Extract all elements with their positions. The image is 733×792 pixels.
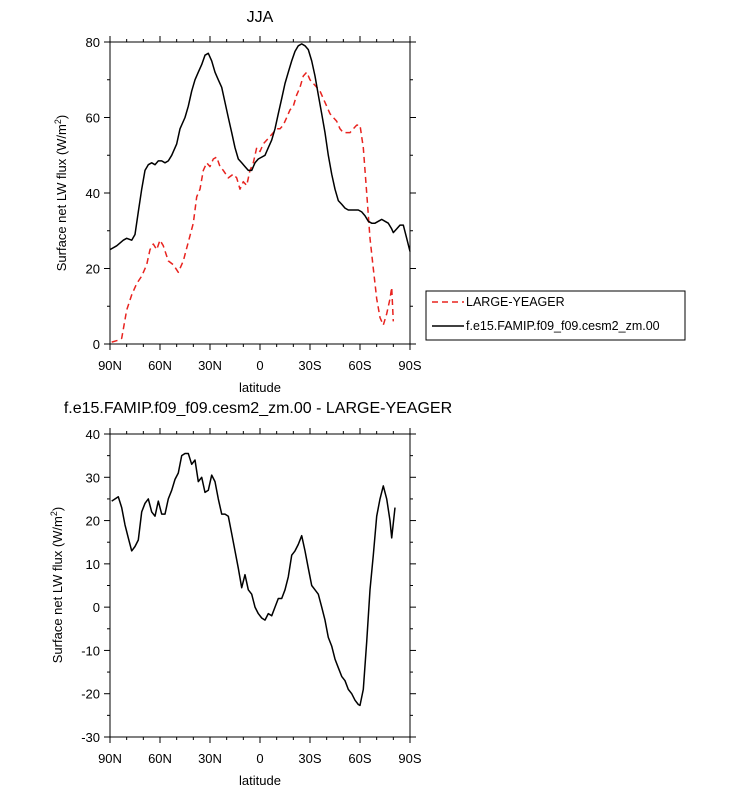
- top-chart: JJA 0 20 40 60 80 90N 60N 30N 0 30S 60S 90S latitu…: [53, 9, 686, 395]
- y-tick-label: 0: [93, 600, 100, 615]
- x-tick-label: 30S: [298, 358, 321, 373]
- legend-box: [425, 290, 686, 341]
- x-axis: 90N 60N 30N 0 30S 60S 90S: [98, 36, 422, 373]
- x-tick-label: 30S: [298, 751, 321, 766]
- chart-title: JJA: [247, 9, 274, 26]
- y-axis: -30 -20 -10 0 10 20 30 40: [81, 427, 416, 745]
- x-axis: 90N 60N 30N 0 30S 60S 90S: [98, 428, 422, 766]
- y-axis: 0 20 40 60 80: [86, 35, 416, 352]
- bottom-chart: f.e15.FAMIP.f09_f09.cesm2_zm.00 - LARGE-…: [49, 400, 452, 788]
- x-tick-label: 60S: [348, 751, 371, 766]
- x-axis-label: latitude: [239, 773, 281, 788]
- x-tick-label: 60N: [148, 751, 172, 766]
- y-tick-label: 20: [86, 514, 100, 529]
- y-axis-label-sup: 2: [49, 511, 59, 516]
- x-tick-label: 90N: [98, 751, 122, 766]
- series-line-2: [109, 43, 411, 252]
- y-axis-label: Surface net LW flux (W/m2): [53, 115, 69, 272]
- y-axis-label-sup: 2: [53, 119, 63, 124]
- y-tick-label: -10: [81, 643, 100, 658]
- x-tick-label: 60N: [148, 358, 172, 373]
- y-tick-label: -20: [81, 687, 100, 702]
- y-axis-label-main: Surface net LW flux (W/m: [50, 516, 65, 663]
- legend: LARGE-YEAGER f.e15.FAMIP.f09_f09.cesm2_z…: [425, 290, 686, 341]
- y-axis-label: Surface net LW flux (W/m2): [49, 507, 65, 664]
- x-tick-label: 30N: [198, 358, 222, 373]
- legend-label-cesm2: f.e15.FAMIP.f09_f09.cesm2_zm.00: [466, 319, 660, 333]
- chart-title: f.e15.FAMIP.f09_f09.cesm2_zm.00 - LARGE-…: [64, 400, 452, 417]
- y-tick-label: 40: [86, 427, 100, 442]
- y-tick-label: 60: [86, 111, 100, 126]
- y-tick-label: 20: [86, 262, 100, 277]
- legend-label-large-yeager: LARGE-YEAGER: [466, 295, 565, 309]
- series-group: [109, 43, 411, 343]
- y-axis-label-end: ): [54, 115, 69, 119]
- series-line-1: [111, 71, 395, 343]
- x-tick-label: 90S: [398, 751, 421, 766]
- x-tick-label: 90N: [98, 358, 122, 373]
- y-tick-label: 80: [86, 35, 100, 50]
- x-tick-label: 90S: [398, 358, 421, 373]
- y-tick-label: 40: [86, 186, 100, 201]
- x-tick-label: 60S: [348, 358, 371, 373]
- x-axis-label: latitude: [239, 380, 281, 395]
- y-tick-label: 10: [86, 557, 100, 572]
- y-tick-label: -30: [81, 730, 100, 745]
- y-axis-label-main: Surface net LW flux (W/m: [54, 124, 69, 271]
- series-line-1: [111, 452, 396, 707]
- series-group: [111, 452, 396, 707]
- x-tick-label: 0: [256, 751, 263, 766]
- y-tick-label: 30: [86, 470, 100, 485]
- plot-frame: [109, 433, 411, 738]
- plot-frame: [109, 41, 411, 345]
- x-tick-label: 0: [256, 358, 263, 373]
- x-tick-label: 30N: [198, 751, 222, 766]
- y-tick-label: 0: [93, 337, 100, 352]
- y-axis-label-end: ): [50, 507, 65, 511]
